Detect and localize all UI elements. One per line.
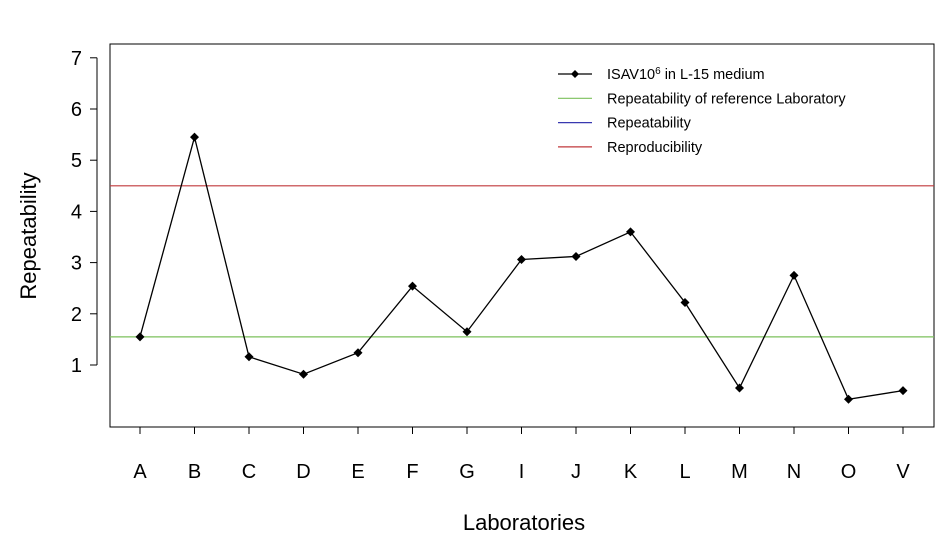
x-tick-label: M — [731, 461, 748, 483]
legend-marker-diamond — [571, 70, 579, 78]
data-point-marker — [353, 348, 363, 358]
data-point-marker — [517, 255, 526, 265]
legend-label-suffix: in L-15 medium — [661, 67, 765, 83]
data-point-marker — [680, 298, 690, 308]
x-axis-title: Laboratories — [463, 510, 585, 535]
x-tick-label: J — [571, 461, 581, 483]
x-tick-label: V — [896, 461, 910, 483]
data-point-marker — [244, 352, 254, 362]
x-tick-label: D — [296, 461, 310, 483]
legend-label-superscript: 6 — [655, 66, 661, 77]
x-tick-label: O — [841, 461, 857, 483]
data-point-marker — [626, 227, 635, 237]
legend-label-series: ISAV106 in L-15 medium — [607, 66, 765, 83]
data-point-marker — [571, 251, 581, 261]
y-axis-title: Repeatability — [16, 172, 41, 299]
legend: ISAV106 in L-15 medium Repeatability of r… — [558, 66, 846, 156]
data-point-marker — [735, 383, 744, 393]
y-tick-label: 5 — [71, 150, 82, 172]
x-tick-label: L — [679, 461, 690, 483]
data-series — [135, 132, 908, 404]
x-tick-label: G — [459, 461, 475, 483]
y-axis: 1 2 3 4 5 6 7 — [71, 48, 98, 377]
data-point-marker — [462, 327, 472, 337]
y-tick-label: 4 — [71, 201, 82, 223]
reference-lines — [110, 185, 934, 338]
x-tick-label: N — [787, 461, 801, 483]
x-tick-label: E — [351, 461, 364, 483]
y-tick-label: 1 — [71, 355, 82, 377]
x-tick-label: C — [242, 461, 256, 483]
legend-label-reproducibility: Reproducibility — [607, 140, 703, 156]
data-point-marker — [299, 369, 308, 379]
x-tick-label: K — [624, 461, 638, 483]
data-point-marker — [408, 281, 417, 291]
data-point-marker — [898, 386, 908, 396]
x-tick-label: B — [188, 461, 201, 483]
y-tick-label: 7 — [71, 48, 82, 70]
data-point-marker — [135, 332, 145, 342]
y-tick-label: 6 — [71, 99, 82, 121]
legend-label-repeatability: Repeatability — [607, 116, 692, 132]
y-tick-label: 2 — [71, 304, 82, 326]
legend-label-repeatability-of-reference-laboratory: Repeatability of reference Laboratory — [607, 91, 846, 107]
y-tick-label: 3 — [71, 253, 82, 275]
data-point-marker — [844, 394, 853, 404]
data-point-marker — [190, 132, 199, 142]
x-tick-label: I — [519, 461, 525, 483]
x-tick-label: F — [406, 461, 418, 483]
series-line — [139, 134, 904, 401]
data-point-marker — [789, 270, 799, 280]
x-tick-label: A — [133, 461, 147, 483]
